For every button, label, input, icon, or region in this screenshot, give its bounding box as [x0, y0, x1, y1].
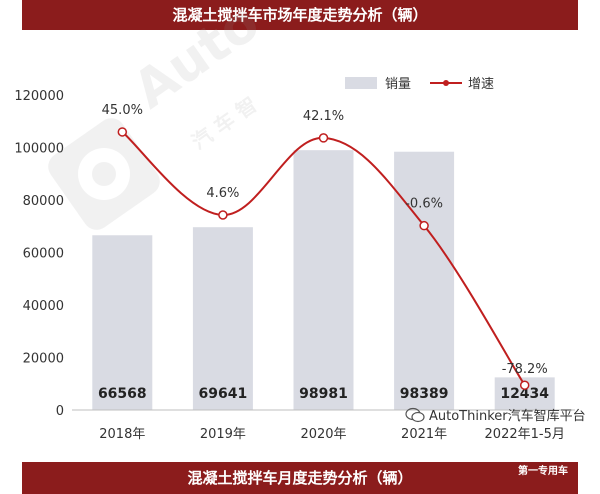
x-tick-label: 2018年 [99, 427, 145, 442]
growth-point [419, 220, 429, 231]
watermark-logo-cn: 汽 车 智 [187, 92, 261, 154]
bar-value-label: 98981 [299, 386, 348, 402]
y-tick-label: 100000 [14, 142, 64, 157]
growth-label: 4.6% [206, 186, 239, 201]
y-tick-label: 0 [56, 404, 64, 419]
line-series: 45.0% 4.6% 42.1% -0.6% -78.2% [102, 103, 548, 390]
monthly-title-banner: 混凝土搅拌车月度走势分析（辆） [22, 462, 578, 494]
growth-point [117, 127, 128, 137]
bar [92, 235, 153, 410]
growth-label: -0.6% [405, 197, 443, 212]
chart-title-banner: 混凝土搅拌车市场年度走势分析（辆） [22, 0, 578, 30]
y-axis: 0 20000 40000 60000 80000 100000 120000 [14, 89, 64, 419]
legend-swatch-sales [345, 77, 377, 89]
legend: 销量 增速 [345, 77, 494, 92]
source-watermark-text: AutoThinker汽车智库平台 [429, 409, 586, 424]
growth-label: -78.2% [502, 362, 548, 377]
x-tick-label: 2021年 [401, 427, 447, 442]
growth-point [318, 133, 329, 143]
growth-point [218, 210, 228, 220]
bar [293, 150, 354, 411]
y-tick-label: 20000 [23, 352, 64, 367]
bar [394, 151, 455, 410]
growth-point [519, 380, 530, 390]
legend-label-sales: 销量 [385, 77, 411, 92]
bar-value-label: 69641 [199, 386, 248, 402]
x-axis: 2018年 2019年 2020年 2021年 2022年1-5月 [99, 427, 565, 442]
y-tick-label: 60000 [23, 247, 64, 262]
corner-tag: 第一专用车 [514, 462, 572, 482]
legend-label-growth: 增速 [468, 77, 494, 92]
bar-series: 66568 69641 98981 98389 12434 [92, 150, 555, 411]
legend-marker-growth [443, 80, 449, 86]
y-tick-label: 40000 [23, 299, 64, 314]
x-tick-label: 2022年1-5月 [485, 427, 565, 442]
growth-label: 42.1% [303, 109, 344, 124]
x-tick-label: 2020年 [300, 427, 346, 442]
y-tick-label: 120000 [14, 89, 64, 104]
source-watermark: AutoThinker汽车智库平台 [405, 405, 586, 424]
growth-label: 45.0% [102, 103, 143, 118]
bar [192, 227, 253, 410]
bar-value-label: 98389 [400, 386, 449, 402]
y-tick-label: 80000 [23, 194, 64, 209]
bar-value-label: 12434 [500, 386, 549, 402]
x-tick-label: 2019年 [200, 427, 246, 442]
wechat-icon [405, 407, 425, 422]
bar-value-label: 66568 [98, 386, 147, 402]
